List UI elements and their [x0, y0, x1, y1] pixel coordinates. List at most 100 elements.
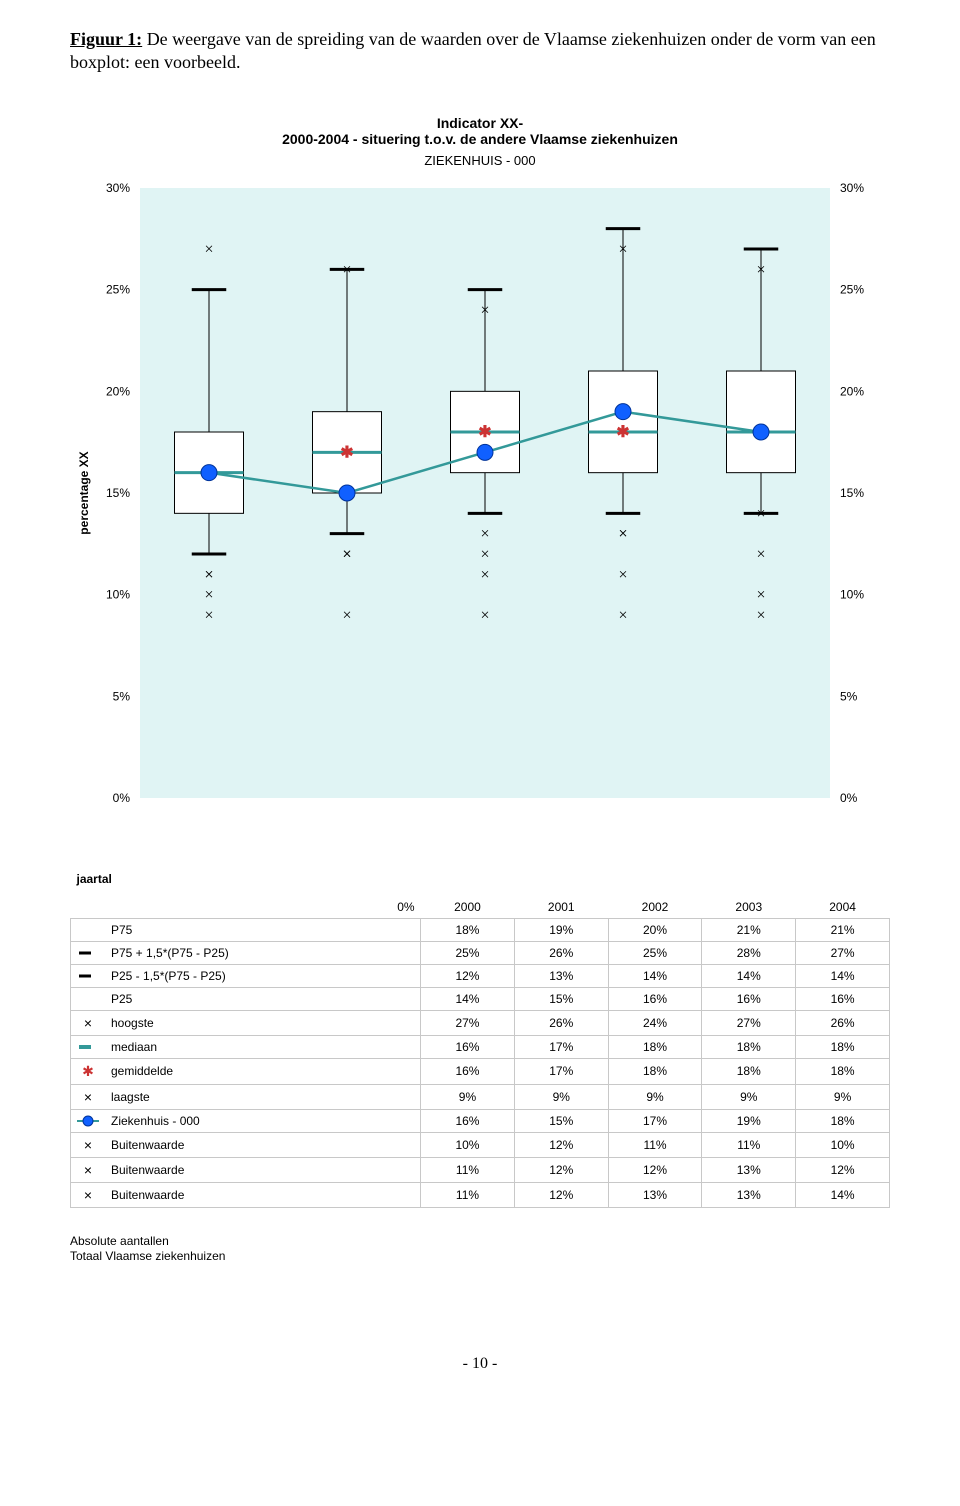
- table-row-label: mediaan: [105, 1035, 421, 1058]
- svg-text:30%: 30%: [106, 181, 130, 195]
- table-cell: 17%: [514, 1035, 608, 1058]
- table-cell: 12%: [514, 1182, 608, 1207]
- table-cell: 28%: [702, 941, 796, 964]
- table-row: P25 - 1,5*(P75 - P25)12%13%14%14%14%: [71, 964, 890, 987]
- table-row-label: Buitenwaarde: [105, 1132, 421, 1157]
- table-row-label: P25: [105, 987, 421, 1010]
- table-row-label: P75 + 1,5*(P75 - P25): [105, 941, 421, 964]
- svg-text:0%: 0%: [840, 791, 858, 805]
- svg-text:✱: ✱: [616, 424, 629, 441]
- table-cell: 14%: [702, 964, 796, 987]
- table-cell: 20%: [608, 918, 702, 941]
- bar-teal-icon: [71, 1035, 106, 1058]
- page-number: - 10 -: [70, 1355, 890, 1373]
- table-cell: 26%: [514, 1010, 608, 1035]
- cross-icon: ×: [71, 1084, 106, 1109]
- svg-text:×: ×: [756, 546, 765, 563]
- svg-text:×: ×: [618, 607, 627, 624]
- svg-text:×: ×: [756, 505, 765, 522]
- table-cell: 14%: [796, 1182, 890, 1207]
- table-cell: 9%: [514, 1084, 608, 1109]
- svg-text:×: ×: [618, 566, 627, 583]
- table-cell: 9%: [702, 1084, 796, 1109]
- table-row-label: Ziekenhuis - 000: [105, 1109, 421, 1132]
- table-cell: 12%: [421, 964, 515, 987]
- chart-svg: 0%0%5%5%10%10%15%15%20%20%25%25%30%30%pe…: [70, 178, 890, 838]
- table-row-label: gemiddelde: [105, 1058, 421, 1084]
- table-cell: 18%: [702, 1035, 796, 1058]
- svg-text:✱: ✱: [340, 444, 353, 461]
- svg-text:×: ×: [756, 586, 765, 603]
- svg-text:5%: 5%: [113, 689, 131, 703]
- svg-text:25%: 25%: [106, 282, 130, 296]
- table-row: ×laagste9%9%9%9%9%: [71, 1084, 890, 1109]
- table-cell: 10%: [796, 1132, 890, 1157]
- svg-text:10%: 10%: [840, 587, 864, 601]
- svg-text:15%: 15%: [106, 486, 130, 500]
- svg-text:5%: 5%: [840, 689, 858, 703]
- svg-text:×: ×: [342, 607, 351, 624]
- table-cell: 13%: [514, 964, 608, 987]
- table-cell: 21%: [796, 918, 890, 941]
- table-cell: 11%: [421, 1157, 515, 1182]
- table-row: P2514%15%16%16%16%: [71, 987, 890, 1010]
- dash-icon: [71, 941, 106, 964]
- table-row: P7518%19%20%21%21%: [71, 918, 890, 941]
- svg-text:×: ×: [204, 586, 213, 603]
- svg-text:×: ×: [618, 241, 627, 258]
- table-cell: 16%: [608, 987, 702, 1010]
- table-cell: 9%: [796, 1084, 890, 1109]
- table-cell: 19%: [514, 918, 608, 941]
- table-cell: 12%: [514, 1132, 608, 1157]
- svg-text:×: ×: [204, 607, 213, 624]
- svg-text:0%: 0%: [113, 791, 131, 805]
- table-cell: 16%: [421, 1109, 515, 1132]
- table-cell: 16%: [421, 1035, 515, 1058]
- table-row: ×Buitenwaarde11%12%12%13%12%: [71, 1157, 890, 1182]
- svg-text:×: ×: [204, 566, 213, 583]
- table-cell: 16%: [421, 1058, 515, 1084]
- table-cell: 12%: [514, 1157, 608, 1182]
- table-row-label: Buitenwaarde: [105, 1157, 421, 1182]
- svg-text:×: ×: [756, 261, 765, 278]
- dot-blue-icon: [71, 1109, 106, 1132]
- blank-icon: [71, 918, 106, 941]
- table-row: mediaan16%17%18%18%18%: [71, 1035, 890, 1058]
- star-red-icon: ✱: [71, 1058, 106, 1084]
- figure-caption: Figuur 1: De weergave van de spreiding v…: [70, 28, 890, 75]
- table-row-label: P75: [105, 918, 421, 941]
- cross-icon: ×: [71, 1157, 106, 1182]
- svg-text:✱: ✱: [478, 424, 491, 441]
- svg-text:25%: 25%: [840, 282, 864, 296]
- svg-text:20%: 20%: [840, 384, 864, 398]
- table-row: ✱gemiddelde16%17%18%18%18%: [71, 1058, 890, 1084]
- table-cell: 15%: [514, 1109, 608, 1132]
- table-row: P75 + 1,5*(P75 - P25)25%26%25%28%27%: [71, 941, 890, 964]
- svg-text:×: ×: [480, 607, 489, 624]
- table-cell: 24%: [608, 1010, 702, 1035]
- svg-text:×: ×: [480, 546, 489, 563]
- table-cell: 12%: [796, 1157, 890, 1182]
- table-row: Ziekenhuis - 00016%15%17%19%18%: [71, 1109, 890, 1132]
- cross-icon: ×: [71, 1132, 106, 1157]
- table-cell: 9%: [421, 1084, 515, 1109]
- table-cell: 13%: [702, 1182, 796, 1207]
- table-cell: 27%: [796, 941, 890, 964]
- table-row: ×Buitenwaarde10%12%11%11%10%: [71, 1132, 890, 1157]
- table-row-label: hoogste: [105, 1010, 421, 1035]
- table-cell: 18%: [421, 918, 515, 941]
- table-cell: 17%: [608, 1109, 702, 1132]
- table-cell: 9%: [608, 1084, 702, 1109]
- dash-icon: [71, 964, 106, 987]
- table-cell: 14%: [421, 987, 515, 1010]
- svg-text:×: ×: [342, 261, 351, 278]
- table-cell: 16%: [796, 987, 890, 1010]
- table-cell: 18%: [796, 1035, 890, 1058]
- table-cell: 26%: [514, 941, 608, 964]
- table-cell: 27%: [702, 1010, 796, 1035]
- table-cell: 13%: [608, 1182, 702, 1207]
- svg-text:×: ×: [480, 566, 489, 583]
- table-cell: 21%: [702, 918, 796, 941]
- table-cell: 27%: [421, 1010, 515, 1035]
- blank-icon: [71, 987, 106, 1010]
